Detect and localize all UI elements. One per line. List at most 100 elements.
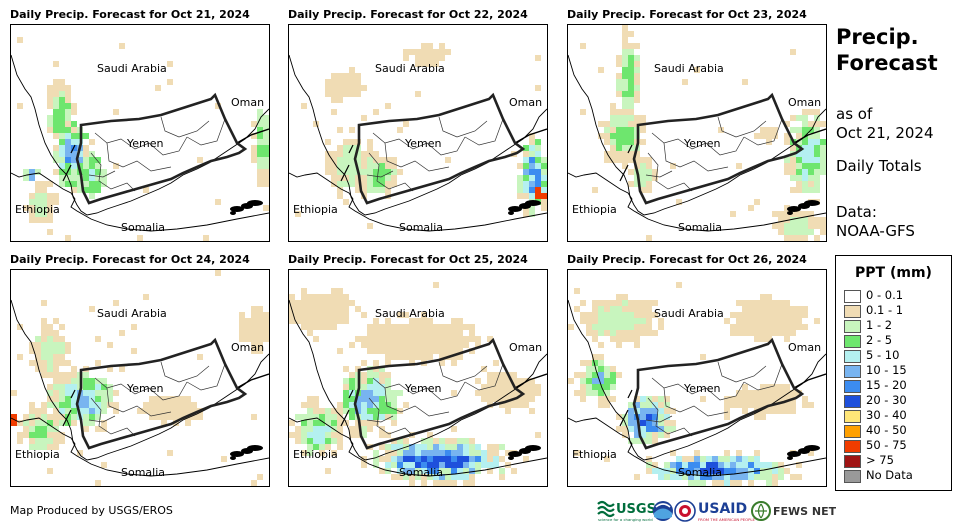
coastline bbox=[289, 299, 547, 461]
legend-label: No Data bbox=[866, 468, 913, 482]
red-sea-islands bbox=[340, 389, 354, 427]
precip-map: Saudi Arabia Oman Yemen Ethiopia Somalia bbox=[10, 269, 270, 487]
panel-title: Daily Precip. Forecast for Oct 24, 2024 bbox=[10, 253, 250, 266]
country-label-yemen: Yemen bbox=[127, 137, 164, 150]
country-label-oman: Oman bbox=[231, 341, 265, 354]
country-label-ethiopia: Ethiopia bbox=[572, 203, 617, 216]
country-label-saudi-arabia: Saudi Arabia bbox=[375, 307, 445, 320]
precip-map: Saudi Arabia Oman Yemen Ethiopia Somalia bbox=[288, 269, 548, 487]
map-svg bbox=[289, 282, 547, 486]
usaid-logo: USAID FROM THE AMERICAN PEOPLE bbox=[698, 501, 755, 522]
coastline bbox=[568, 299, 826, 461]
red-sea-islands bbox=[340, 144, 354, 182]
yemen-border bbox=[353, 337, 526, 450]
usgs-logo-text: USGS bbox=[616, 502, 656, 517]
country-label-oman: Oman bbox=[509, 341, 543, 354]
legend-swatch bbox=[844, 365, 861, 378]
yemen-subdivisions bbox=[88, 116, 226, 192]
daily-totals-text: Daily Totals bbox=[836, 157, 922, 175]
precip-grid bbox=[17, 37, 269, 241]
yemen-subdivisions bbox=[366, 116, 504, 192]
country-label-somalia: Somalia bbox=[678, 466, 723, 479]
usgs-tagline: science for a changing world bbox=[598, 517, 653, 522]
coastline bbox=[289, 54, 547, 216]
socotra-islands bbox=[508, 200, 541, 215]
forecast-panel: Daily Precip. Forecast for Oct 24, 2024 … bbox=[10, 253, 272, 493]
precip-grid bbox=[580, 25, 826, 241]
map-svg bbox=[568, 282, 826, 486]
legend-swatch bbox=[844, 290, 861, 303]
legend-label: 50 - 75 bbox=[866, 438, 907, 452]
map-svg bbox=[289, 43, 547, 232]
panel-title: Daily Precip. Forecast for Oct 25, 2024 bbox=[288, 253, 528, 266]
yemen-subdivisions bbox=[88, 361, 226, 437]
country-label-saudi-arabia: Saudi Arabia bbox=[97, 62, 167, 75]
precip-grid bbox=[295, 43, 547, 229]
legend-swatch bbox=[844, 320, 861, 333]
forecast-panel: Daily Precip. Forecast for Oct 21, 2024 … bbox=[10, 8, 272, 248]
legend-swatch bbox=[844, 410, 861, 423]
country-label-oman: Oman bbox=[231, 96, 265, 109]
socotra-islands bbox=[787, 200, 820, 215]
legend-swatch bbox=[844, 425, 861, 438]
socotra-islands bbox=[230, 200, 263, 215]
yemen-subdivisions bbox=[645, 361, 783, 437]
country-label-somalia: Somalia bbox=[399, 221, 444, 234]
data-source-name: NOAA-GFS bbox=[836, 222, 915, 240]
country-label-saudi-arabia: Saudi Arabia bbox=[97, 307, 167, 320]
data-source-text: Data: NOAA-GFS bbox=[836, 203, 915, 241]
usgs-logo-icon: USGS science for a changing world bbox=[597, 500, 656, 522]
country-label-ethiopia: Ethiopia bbox=[572, 448, 617, 461]
legend-title: PPT (mm) bbox=[855, 265, 932, 281]
usaid-logo-text: USAID bbox=[698, 501, 747, 517]
as-of-text: as of Oct 21, 2024 bbox=[836, 105, 934, 143]
red-sea-islands bbox=[62, 144, 76, 182]
country-label-saudi-arabia: Saudi Arabia bbox=[654, 62, 724, 75]
africa-coastline bbox=[289, 417, 547, 477]
legend-swatch bbox=[844, 470, 861, 483]
socotra-islands bbox=[230, 445, 263, 460]
red-sea-islands bbox=[619, 389, 633, 427]
africa-coastline bbox=[568, 172, 826, 232]
agency-logos: USGS science for a changing world USAID … bbox=[596, 498, 837, 524]
legend-swatch bbox=[844, 305, 861, 318]
country-label-ethiopia: Ethiopia bbox=[293, 203, 338, 216]
country-label-yemen: Yemen bbox=[127, 382, 164, 395]
country-label-yemen: Yemen bbox=[405, 382, 442, 395]
yemen-subdivisions bbox=[366, 361, 504, 437]
precip-grid bbox=[289, 282, 541, 486]
panel-title: Daily Precip. Forecast for Oct 23, 2024 bbox=[567, 8, 807, 21]
legend-swatch bbox=[844, 440, 861, 453]
legend-label: 20 - 30 bbox=[866, 393, 907, 407]
map-svg bbox=[568, 25, 826, 241]
red-sea-islands bbox=[62, 389, 76, 427]
coastline bbox=[11, 299, 269, 461]
country-label-saudi-arabia: Saudi Arabia bbox=[654, 307, 724, 320]
country-label-yemen: Yemen bbox=[684, 382, 721, 395]
title-line-2: Forecast bbox=[836, 51, 938, 75]
yemen-border bbox=[75, 92, 248, 205]
coastline bbox=[568, 54, 826, 216]
legend-swatch bbox=[844, 335, 861, 348]
map-svg bbox=[11, 37, 269, 241]
panel-title: Daily Precip. Forecast for Oct 22, 2024 bbox=[288, 8, 528, 21]
country-label-oman: Oman bbox=[509, 96, 543, 109]
red-sea-islands bbox=[619, 144, 633, 182]
precip-grid bbox=[11, 270, 269, 486]
main-title: Precip. Forecast bbox=[836, 24, 938, 76]
country-label-somalia: Somalia bbox=[121, 466, 166, 479]
title-line-1: Precip. bbox=[836, 25, 919, 49]
legend-label: 0 - 0.1 bbox=[866, 288, 904, 302]
legend-label: 5 - 10 bbox=[866, 348, 900, 362]
as-of-line-1: as of bbox=[836, 105, 873, 123]
legend-label: 15 - 20 bbox=[866, 378, 907, 392]
legend-label: 10 - 15 bbox=[866, 363, 907, 377]
legend-label: 2 - 5 bbox=[866, 333, 893, 347]
yemen-border bbox=[75, 337, 248, 450]
country-label-somalia: Somalia bbox=[121, 221, 166, 234]
legend-label: 1 - 2 bbox=[866, 318, 893, 332]
yemen-border bbox=[632, 337, 805, 450]
usaid-tagline: FROM THE AMERICAN PEOPLE bbox=[698, 517, 755, 522]
precip-map: Saudi Arabia Oman Yemen Ethiopia Somalia bbox=[288, 24, 548, 242]
